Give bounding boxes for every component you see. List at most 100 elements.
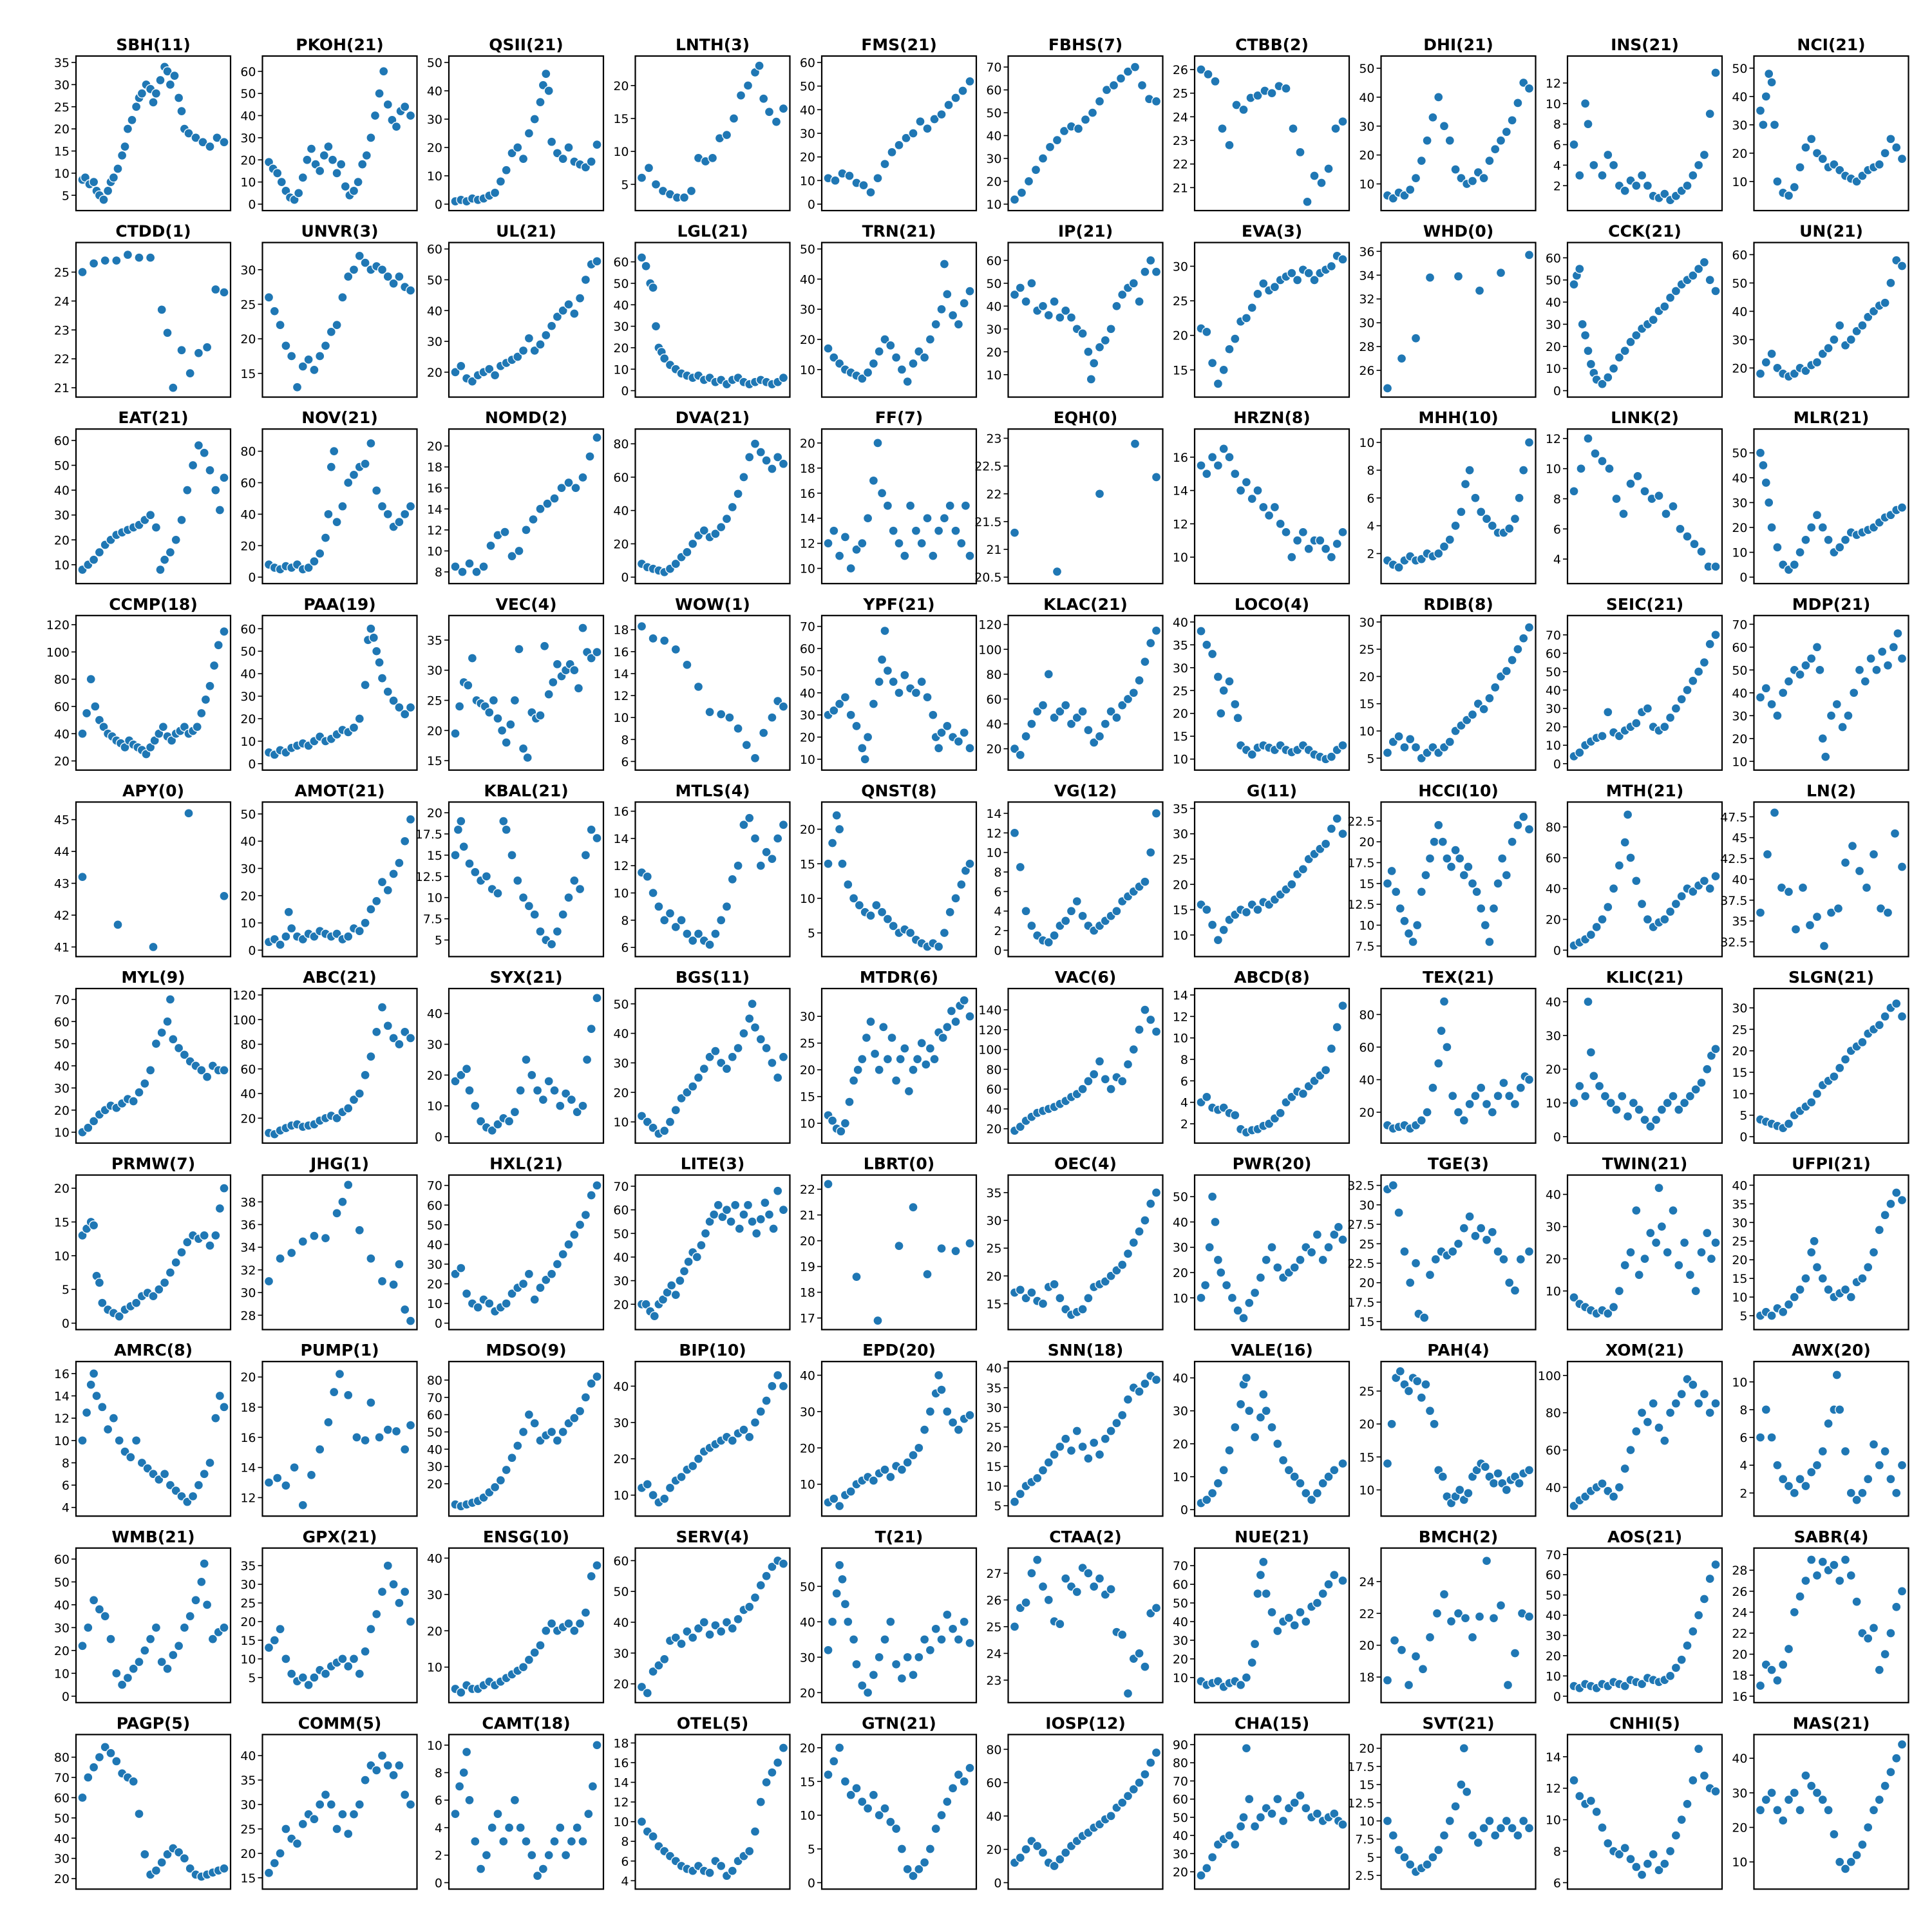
data-point [1140, 267, 1150, 277]
data-point [1089, 1437, 1099, 1448]
data-point [151, 1865, 162, 1876]
plot-frame [1193, 428, 1350, 585]
data-point [773, 833, 783, 844]
y-tick-label: 20 [54, 1104, 70, 1118]
data-point [320, 1233, 331, 1244]
data-point [539, 641, 550, 651]
data-point [173, 93, 184, 103]
data-point [569, 308, 580, 319]
data-point [1151, 808, 1162, 819]
data-point [501, 165, 511, 175]
data-point [1247, 303, 1257, 313]
data-point [1569, 139, 1579, 150]
data-point [1633, 471, 1643, 482]
y-tick-label: 50 [1173, 1811, 1188, 1825]
data-point [456, 816, 466, 826]
data-point [1493, 1091, 1503, 1101]
data-point [185, 1863, 195, 1874]
data-point [717, 1211, 728, 1222]
data-point [1620, 1463, 1630, 1474]
data-point [193, 440, 204, 451]
data-point [1625, 478, 1636, 489]
data-point [1688, 170, 1698, 181]
data-point [1241, 313, 1252, 323]
data-point [1614, 1482, 1625, 1493]
data-point [298, 1819, 308, 1830]
data-point [487, 1125, 497, 1136]
data-point [394, 271, 404, 282]
y-tick-label: 8 [621, 733, 629, 747]
data-point [1817, 522, 1828, 533]
data-point [470, 1101, 480, 1111]
data-point [837, 1574, 848, 1584]
data-point [1227, 1293, 1238, 1303]
data-point [521, 1836, 531, 1846]
y-tick-label: 45 [54, 813, 70, 828]
data-point [1287, 552, 1297, 562]
data-point [1394, 731, 1404, 742]
y-tick-label: 60 [427, 1198, 442, 1213]
data-point [1493, 878, 1503, 889]
data-point [1631, 1862, 1642, 1872]
y-tick-label: 30 [986, 1214, 1001, 1228]
data-point [114, 1311, 124, 1321]
data-point [670, 922, 681, 933]
data-point [1213, 379, 1224, 389]
data-point [771, 117, 782, 127]
y-tick-label: 30 [1173, 1405, 1188, 1419]
data-point [524, 333, 535, 343]
y-tick-label: 25 [986, 1242, 1001, 1256]
data-point [134, 1808, 144, 1819]
data-point [1575, 170, 1585, 181]
data-point [901, 133, 911, 143]
data-point [1783, 1643, 1794, 1654]
data-point [851, 1271, 862, 1282]
y-tick-label: 17.5 [1347, 857, 1374, 871]
data-point [908, 1202, 918, 1213]
data-point [1640, 1115, 1650, 1125]
y-tick-label: 80 [1546, 1406, 1561, 1421]
data-point [507, 1453, 517, 1463]
data-point [86, 1379, 96, 1390]
data-point [1200, 1280, 1211, 1291]
y-tick-label: 20 [1732, 147, 1747, 161]
data-point [370, 110, 381, 121]
data-point [1278, 1815, 1289, 1826]
data-point [348, 185, 359, 196]
y-tick-label: 40 [427, 1443, 442, 1457]
data-point [1122, 694, 1133, 705]
data-point [1705, 639, 1715, 649]
data-point [507, 850, 517, 860]
y-tick-label: 8 [1180, 1053, 1188, 1067]
data-point [1642, 914, 1653, 925]
data-point [1230, 1422, 1240, 1432]
data-point [1416, 156, 1426, 166]
data-point [1015, 1285, 1025, 1295]
data-point [844, 1097, 855, 1107]
data-point [873, 1315, 883, 1326]
data-point [896, 1673, 907, 1683]
data-point [1835, 542, 1845, 553]
data-point [1405, 734, 1416, 744]
data-point [1857, 1488, 1868, 1498]
data-point [1490, 144, 1501, 155]
y-tick-label: 40 [1546, 684, 1561, 698]
data-point [269, 1858, 279, 1868]
data-point [1891, 998, 1902, 1009]
y-tick-label: 15 [427, 754, 442, 768]
data-point [1476, 507, 1486, 517]
data-point [951, 526, 961, 536]
y-tick-label: 10 [1546, 1097, 1561, 1111]
data-point [470, 1836, 480, 1846]
data-point [1710, 68, 1721, 78]
y-tick-label: 12 [1546, 1782, 1561, 1796]
data-point [876, 488, 887, 498]
data-point [1597, 170, 1607, 181]
y-tick-label: 28 [1732, 1564, 1747, 1578]
y-tick-label: 36 [240, 1218, 256, 1232]
y-tick-label: 60 [1732, 641, 1747, 655]
